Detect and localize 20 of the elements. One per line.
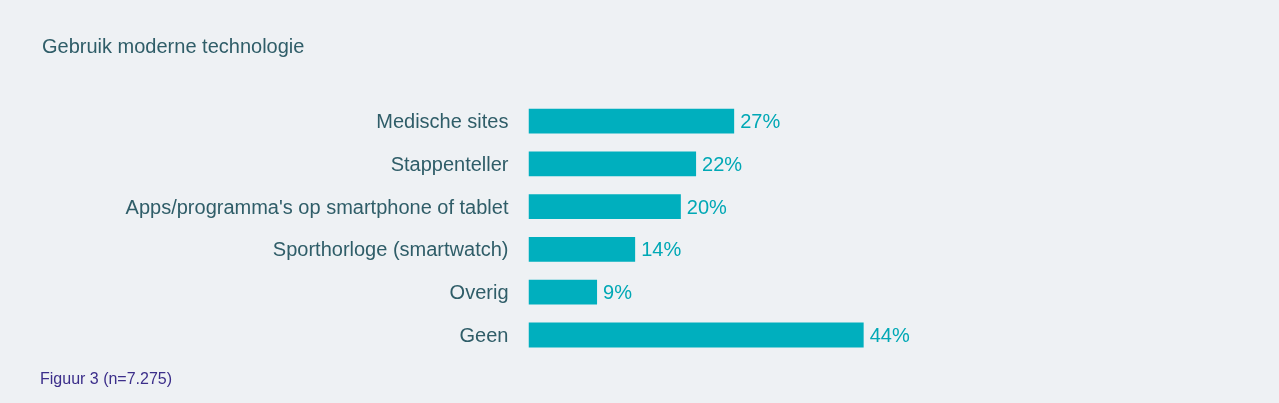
y-tick-label: Sporthorloge (smartwatch): [272, 238, 509, 261]
y-tick-label: Stappenteller: [390, 152, 509, 175]
data-label: 9%: [603, 281, 633, 304]
data-label: 22%: [702, 152, 743, 175]
text: Gebruik moderne technologie: [42, 34, 305, 59]
y-tick-label: Medische sites: [376, 110, 509, 133]
data-label: 14%: [641, 238, 682, 261]
data-label: 27%: [740, 110, 781, 133]
y-tick-label: Overig: [449, 281, 509, 304]
bar: [528, 322, 864, 348]
data-label: 44%: [869, 323, 910, 346]
y-tick-label: Apps/programma's op smartphone of tablet: [125, 195, 509, 218]
bar: [528, 151, 697, 177]
y-tick-label: Geen: [459, 323, 509, 346]
bar: [528, 108, 735, 134]
text: Figuur 3 (n=7.275): [40, 369, 173, 389]
bar: [528, 194, 681, 220]
bar: [528, 279, 598, 305]
data-label: 20%: [686, 195, 728, 218]
bar: [528, 237, 636, 262]
